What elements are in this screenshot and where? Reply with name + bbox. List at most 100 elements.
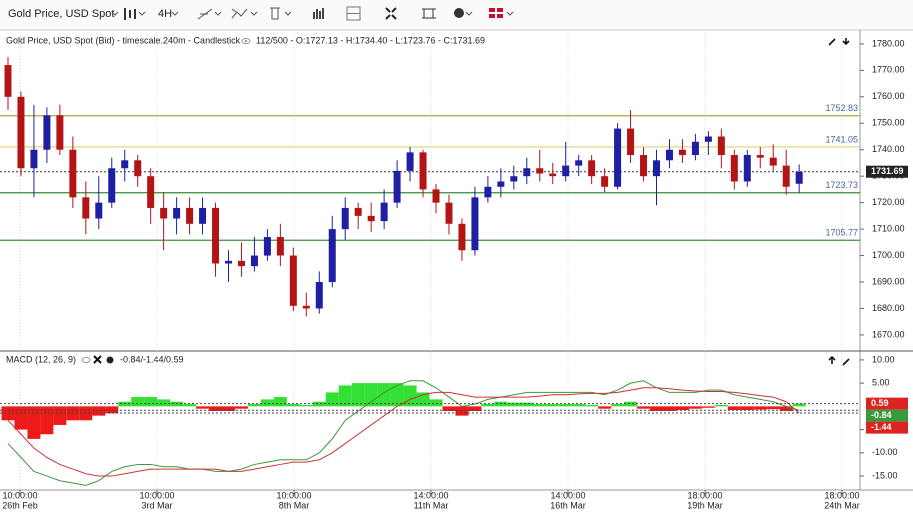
histogram-bar [442,406,456,412]
level-label: 1741.05 [825,134,858,144]
histogram-bar [468,406,482,412]
price-tag [866,165,908,178]
candle-body [523,168,531,177]
candle-body [640,155,648,177]
histogram-bar [675,406,689,411]
candle-body [601,176,609,187]
x-tick-time: 14:00:00 [550,490,585,500]
y-tick-label: -10.00 [872,447,898,457]
language-button[interactable] [489,8,514,18]
histogram-bar [753,406,767,410]
x-tick-time: 18:00:00 [687,490,722,500]
candle-body [237,260,245,267]
candle-body [95,202,103,219]
settings-button[interactable] [454,8,473,18]
candle-body [160,207,168,219]
histogram-bar [481,404,495,407]
candle-body [69,149,77,198]
histogram-bar [455,406,469,416]
y-tick-label: 1690.00 [872,276,905,286]
y-tick-label: 1680.00 [872,303,905,313]
y-tick-label: -15.00 [872,470,898,480]
candle-body [627,128,635,156]
level-label: 1705.77 [825,228,858,238]
candle-body [419,152,427,190]
x-tick-date: 24th Mar [824,500,860,510]
histogram-bar [650,406,663,412]
x-tick-date: 26th Feb [2,500,38,510]
candle-body [614,128,622,187]
delete-button[interactable] [270,7,292,20]
candle-body [691,141,699,156]
candle-body [704,136,712,142]
histogram-bar [260,399,274,407]
histogram-bar [585,404,599,407]
histogram-bar [144,397,158,407]
indicator-line [7,380,800,486]
candle-body [134,160,142,177]
chart-title: Gold Price, USD Spot (Bid) - timescale.2… [6,35,241,45]
y-tick-label: 1780.00 [872,38,905,48]
dropdown-arrow [171,11,179,16]
drawing-tool-button[interactable] [197,8,222,20]
indicator-button[interactable] [231,8,258,19]
histogram-bar [520,402,534,407]
panel-controls[interactable] [828,38,850,46]
histogram-bar [779,406,793,412]
histogram-bar [611,404,625,407]
histogram-bar [624,401,638,407]
histogram-bar [572,404,586,407]
instrument-selector[interactable]: Gold Price, USD Spot [8,8,114,20]
histogram-bar [701,406,715,408]
histogram-bar [351,383,365,407]
y-tick-label: 1770.00 [872,65,905,75]
histogram-bar [714,404,728,407]
candle-body [562,165,570,177]
histogram-bar [507,402,521,407]
chart-type-button[interactable] [124,8,146,20]
candle-body [354,207,362,216]
indicator-panel-controls[interactable] [828,355,850,366]
indicator-controls[interactable] [81,355,114,364]
histogram-bar [325,392,339,407]
candle-body [432,189,440,203]
indicator-line [7,387,800,477]
candle-body [30,149,38,169]
fullscreen-button[interactable] [385,7,397,20]
dropdown-arrow [111,11,119,16]
indicator-title: MACD (12, 26, 9) [6,354,76,364]
candle-body [56,115,64,150]
histogram-bar [53,406,67,425]
y-tick-label: 1700.00 [872,250,905,260]
x-tick-time: 10:00:00 [2,490,37,500]
candle-body [575,160,583,166]
candle-body [510,176,518,182]
candle-body [756,155,764,158]
histogram-bar [766,406,780,410]
candle-body [406,152,414,171]
candle-body [147,176,155,208]
visibility-toggle[interactable] [241,38,251,44]
histogram-bar [105,406,119,414]
timeframe-selector[interactable]: 4H [158,8,172,20]
histogram-bar [209,406,223,412]
price-tag [866,397,908,410]
current-price-label: 1731.69 [871,166,904,176]
candle-body [315,282,323,309]
candle-body [186,207,194,224]
candle-body [795,171,803,184]
histogram-bar [131,397,145,407]
layout-button[interactable] [346,6,361,21]
volume-button[interactable] [313,8,324,19]
histogram-bar [559,404,573,407]
crosshair-button[interactable] [422,8,436,19]
candle-body [445,202,453,224]
candle-body [588,160,596,177]
histogram-bar [14,406,28,430]
candle-body [653,160,660,177]
candle-body [121,160,129,169]
candle-body [328,229,336,283]
x-tick-date: 19th Mar [687,500,723,510]
candle-body [393,170,401,203]
